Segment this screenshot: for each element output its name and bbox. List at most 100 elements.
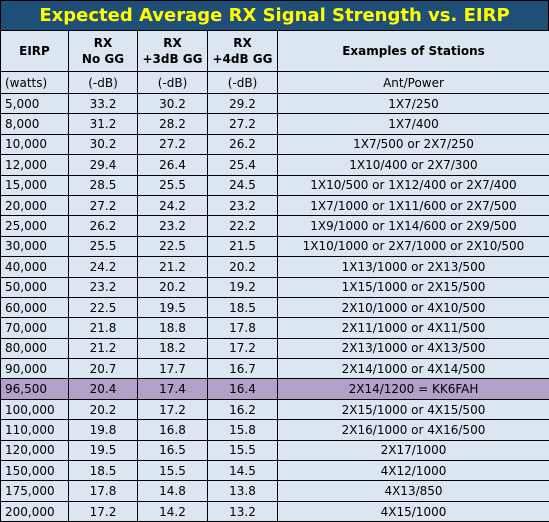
- cell-eirp: 60,000: [1, 297, 69, 317]
- cell-rx-no-gg: 21.2: [69, 338, 138, 358]
- cell-examples: 1X10/500 or 1X12/400 or 2X7/400: [278, 175, 549, 195]
- unit-eirp: (watts): [1, 72, 69, 94]
- header-examples: Examples of Stations: [278, 31, 549, 72]
- cell-eirp: 12,000: [1, 155, 69, 175]
- cell-rx-3db-gg: 30.2: [138, 94, 208, 114]
- cell-rx-4db-gg: 25.4: [208, 155, 278, 175]
- cell-rx-no-gg: 31.2: [69, 114, 138, 134]
- cell-rx-3db-gg: 15.5: [138, 461, 208, 481]
- cell-rx-4db-gg: 15.5: [208, 440, 278, 460]
- cell-rx-4db-gg: 16.4: [208, 379, 278, 399]
- cell-rx-4db-gg: 15.8: [208, 420, 278, 440]
- cell-rx-4db-gg: 27.2: [208, 114, 278, 134]
- cell-rx-3db-gg: 23.2: [138, 216, 208, 236]
- cell-eirp: 15,000: [1, 175, 69, 195]
- cell-rx-no-gg: 20.4: [69, 379, 138, 399]
- unit-examples: Ant/Power: [278, 72, 549, 94]
- cell-eirp: 110,000: [1, 420, 69, 440]
- cell-rx-3db-gg: 16.5: [138, 440, 208, 460]
- cell-rx-3db-gg: 19.5: [138, 297, 208, 317]
- cell-rx-no-gg: 27.2: [69, 195, 138, 215]
- cell-rx-no-gg: 22.5: [69, 297, 138, 317]
- cell-eirp: 50,000: [1, 277, 69, 297]
- cell-rx-3db-gg: 27.2: [138, 134, 208, 154]
- cell-examples: 1X10/1000 or 2X7/1000 or 2X10/500: [278, 236, 549, 256]
- cell-eirp: 96,500: [1, 379, 69, 399]
- cell-examples: 1X9/1000 or 1X14/600 or 2X9/500: [278, 216, 549, 236]
- cell-rx-4db-gg: 19.2: [208, 277, 278, 297]
- cell-rx-4db-gg: 18.5: [208, 297, 278, 317]
- cell-examples: 1X7/400: [278, 114, 549, 134]
- cell-rx-3db-gg: 20.2: [138, 277, 208, 297]
- cell-eirp: 70,000: [1, 318, 69, 338]
- cell-eirp: 80,000: [1, 338, 69, 358]
- cell-rx-no-gg: 30.2: [69, 134, 138, 154]
- cell-rx-3db-gg: 17.4: [138, 379, 208, 399]
- cell-rx-4db-gg: 17.2: [208, 338, 278, 358]
- cell-rx-3db-gg: 28.2: [138, 114, 208, 134]
- cell-eirp: 8,000: [1, 114, 69, 134]
- cell-rx-3db-gg: 26.4: [138, 155, 208, 175]
- header-rx-4db-gg: RX +4dB GG: [208, 31, 278, 72]
- cell-rx-4db-gg: 17.8: [208, 318, 278, 338]
- cell-rx-no-gg: 26.2: [69, 216, 138, 236]
- cell-rx-4db-gg: 13.8: [208, 481, 278, 501]
- header-row: EIRP RX No GG RX +3dB GG RX +4dB GG Exam…: [1, 31, 549, 72]
- cell-eirp: 20,000: [1, 195, 69, 215]
- header-rx-3db-gg: RX +3dB GG: [138, 31, 208, 72]
- cell-examples: 2X14/1200 = KK6FAH: [278, 379, 549, 399]
- cell-eirp: 5,000: [1, 94, 69, 114]
- cell-rx-3db-gg: 24.2: [138, 195, 208, 215]
- cell-examples: 1X7/1000 or 1X11/600 or 2X7/500: [278, 195, 549, 215]
- cell-eirp: 10,000: [1, 134, 69, 154]
- cell-rx-no-gg: 18.5: [69, 461, 138, 481]
- cell-eirp: 120,000: [1, 440, 69, 460]
- cell-examples: 1X10/400 or 2X7/300: [278, 155, 549, 175]
- cell-examples: 2X17/1000: [278, 440, 549, 460]
- cell-examples: 2X10/1000 or 4X10/500: [278, 297, 549, 317]
- cell-rx-4db-gg: 21.5: [208, 236, 278, 256]
- cell-rx-no-gg: 21.8: [69, 318, 138, 338]
- cell-eirp: 100,000: [1, 399, 69, 419]
- cell-rx-no-gg: 20.7: [69, 359, 138, 379]
- cell-eirp: 175,000: [1, 481, 69, 501]
- cell-rx-no-gg: 23.2: [69, 277, 138, 297]
- cell-examples: 1X7/500 or 2X7/250: [278, 134, 549, 154]
- cell-rx-3db-gg: 21.2: [138, 257, 208, 277]
- cell-rx-no-gg: 29.4: [69, 155, 138, 175]
- cell-rx-no-gg: 28.5: [69, 175, 138, 195]
- cell-rx-4db-gg: 14.5: [208, 461, 278, 481]
- cell-eirp: 25,000: [1, 216, 69, 236]
- cell-eirp: 40,000: [1, 257, 69, 277]
- cell-rx-4db-gg: 29.2: [208, 94, 278, 114]
- cell-rx-4db-gg: 16.2: [208, 399, 278, 419]
- signal-strength-table: EIRP RX No GG RX +3dB GG RX +4dB GG Exam…: [0, 30, 549, 522]
- cell-examples: 4X13/850: [278, 481, 549, 501]
- cell-rx-no-gg: 20.2: [69, 399, 138, 419]
- unit-rx-no-gg: (-dB): [69, 72, 138, 94]
- cell-eirp: 150,000: [1, 461, 69, 481]
- cell-examples: 2X11/1000 or 4X11/500: [278, 318, 549, 338]
- cell-rx-no-gg: 24.2: [69, 257, 138, 277]
- cell-rx-4db-gg: 22.2: [208, 216, 278, 236]
- cell-examples: 2X14/1000 or 4X14/500: [278, 359, 549, 379]
- cell-rx-3db-gg: 18.2: [138, 338, 208, 358]
- cell-rx-no-gg: 19.8: [69, 420, 138, 440]
- cell-examples: 2X15/1000 or 4X15/500: [278, 399, 549, 419]
- header-rx-no-gg: RX No GG: [69, 31, 138, 72]
- cell-rx-4db-gg: 23.2: [208, 195, 278, 215]
